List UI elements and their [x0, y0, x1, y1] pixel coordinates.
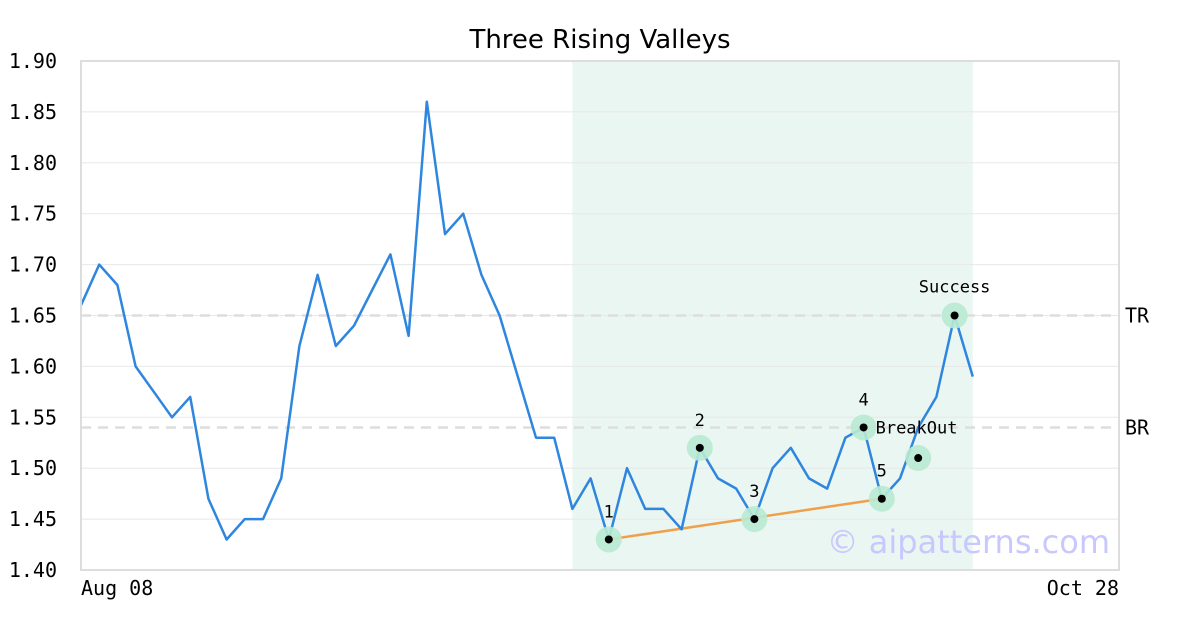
y-tick-label: 1.75: [9, 202, 57, 226]
y-tick-label: 1.60: [9, 354, 57, 378]
marker-dot: [877, 494, 886, 503]
marker-label: 5: [877, 462, 887, 482]
y-tick-label: 1.65: [9, 304, 57, 328]
price-line: [79, 100, 974, 541]
annotation-success: Success: [919, 278, 991, 298]
y-tick-label: 1.55: [9, 405, 57, 429]
marker-dot: [750, 515, 759, 524]
y-tick-label: 1.50: [9, 456, 57, 480]
marker-dot: [604, 535, 613, 544]
x-tick-end: Oct 28: [1047, 576, 1119, 600]
y-tick-label: 1.70: [9, 253, 57, 277]
marker-dot: [695, 443, 704, 452]
chart-title: Three Rising Valleys: [468, 25, 730, 55]
marker-label: 3: [749, 482, 759, 502]
y-tick-label: 1.90: [9, 49, 57, 73]
level-label: BR: [1125, 415, 1150, 439]
y-tick-label: 1.45: [9, 507, 57, 531]
watermark: © aipatterns.com: [827, 523, 1110, 561]
marker-label: 1: [604, 502, 614, 522]
marker-dot: [859, 423, 868, 432]
y-tick-label: 1.85: [9, 100, 57, 124]
plot-frame: [80, 60, 1120, 571]
level-label: TR: [1125, 304, 1150, 328]
marker-dot: [914, 454, 923, 463]
y-tick-label: 1.40: [9, 558, 57, 582]
marker-label: 4: [858, 390, 868, 410]
marker-label: 2: [695, 411, 705, 431]
annotation-breakout: BreakOut: [876, 418, 958, 438]
x-tick-start: Aug 08: [81, 576, 153, 600]
marker-dot: [950, 311, 959, 320]
y-tick-label: 1.80: [9, 151, 57, 175]
